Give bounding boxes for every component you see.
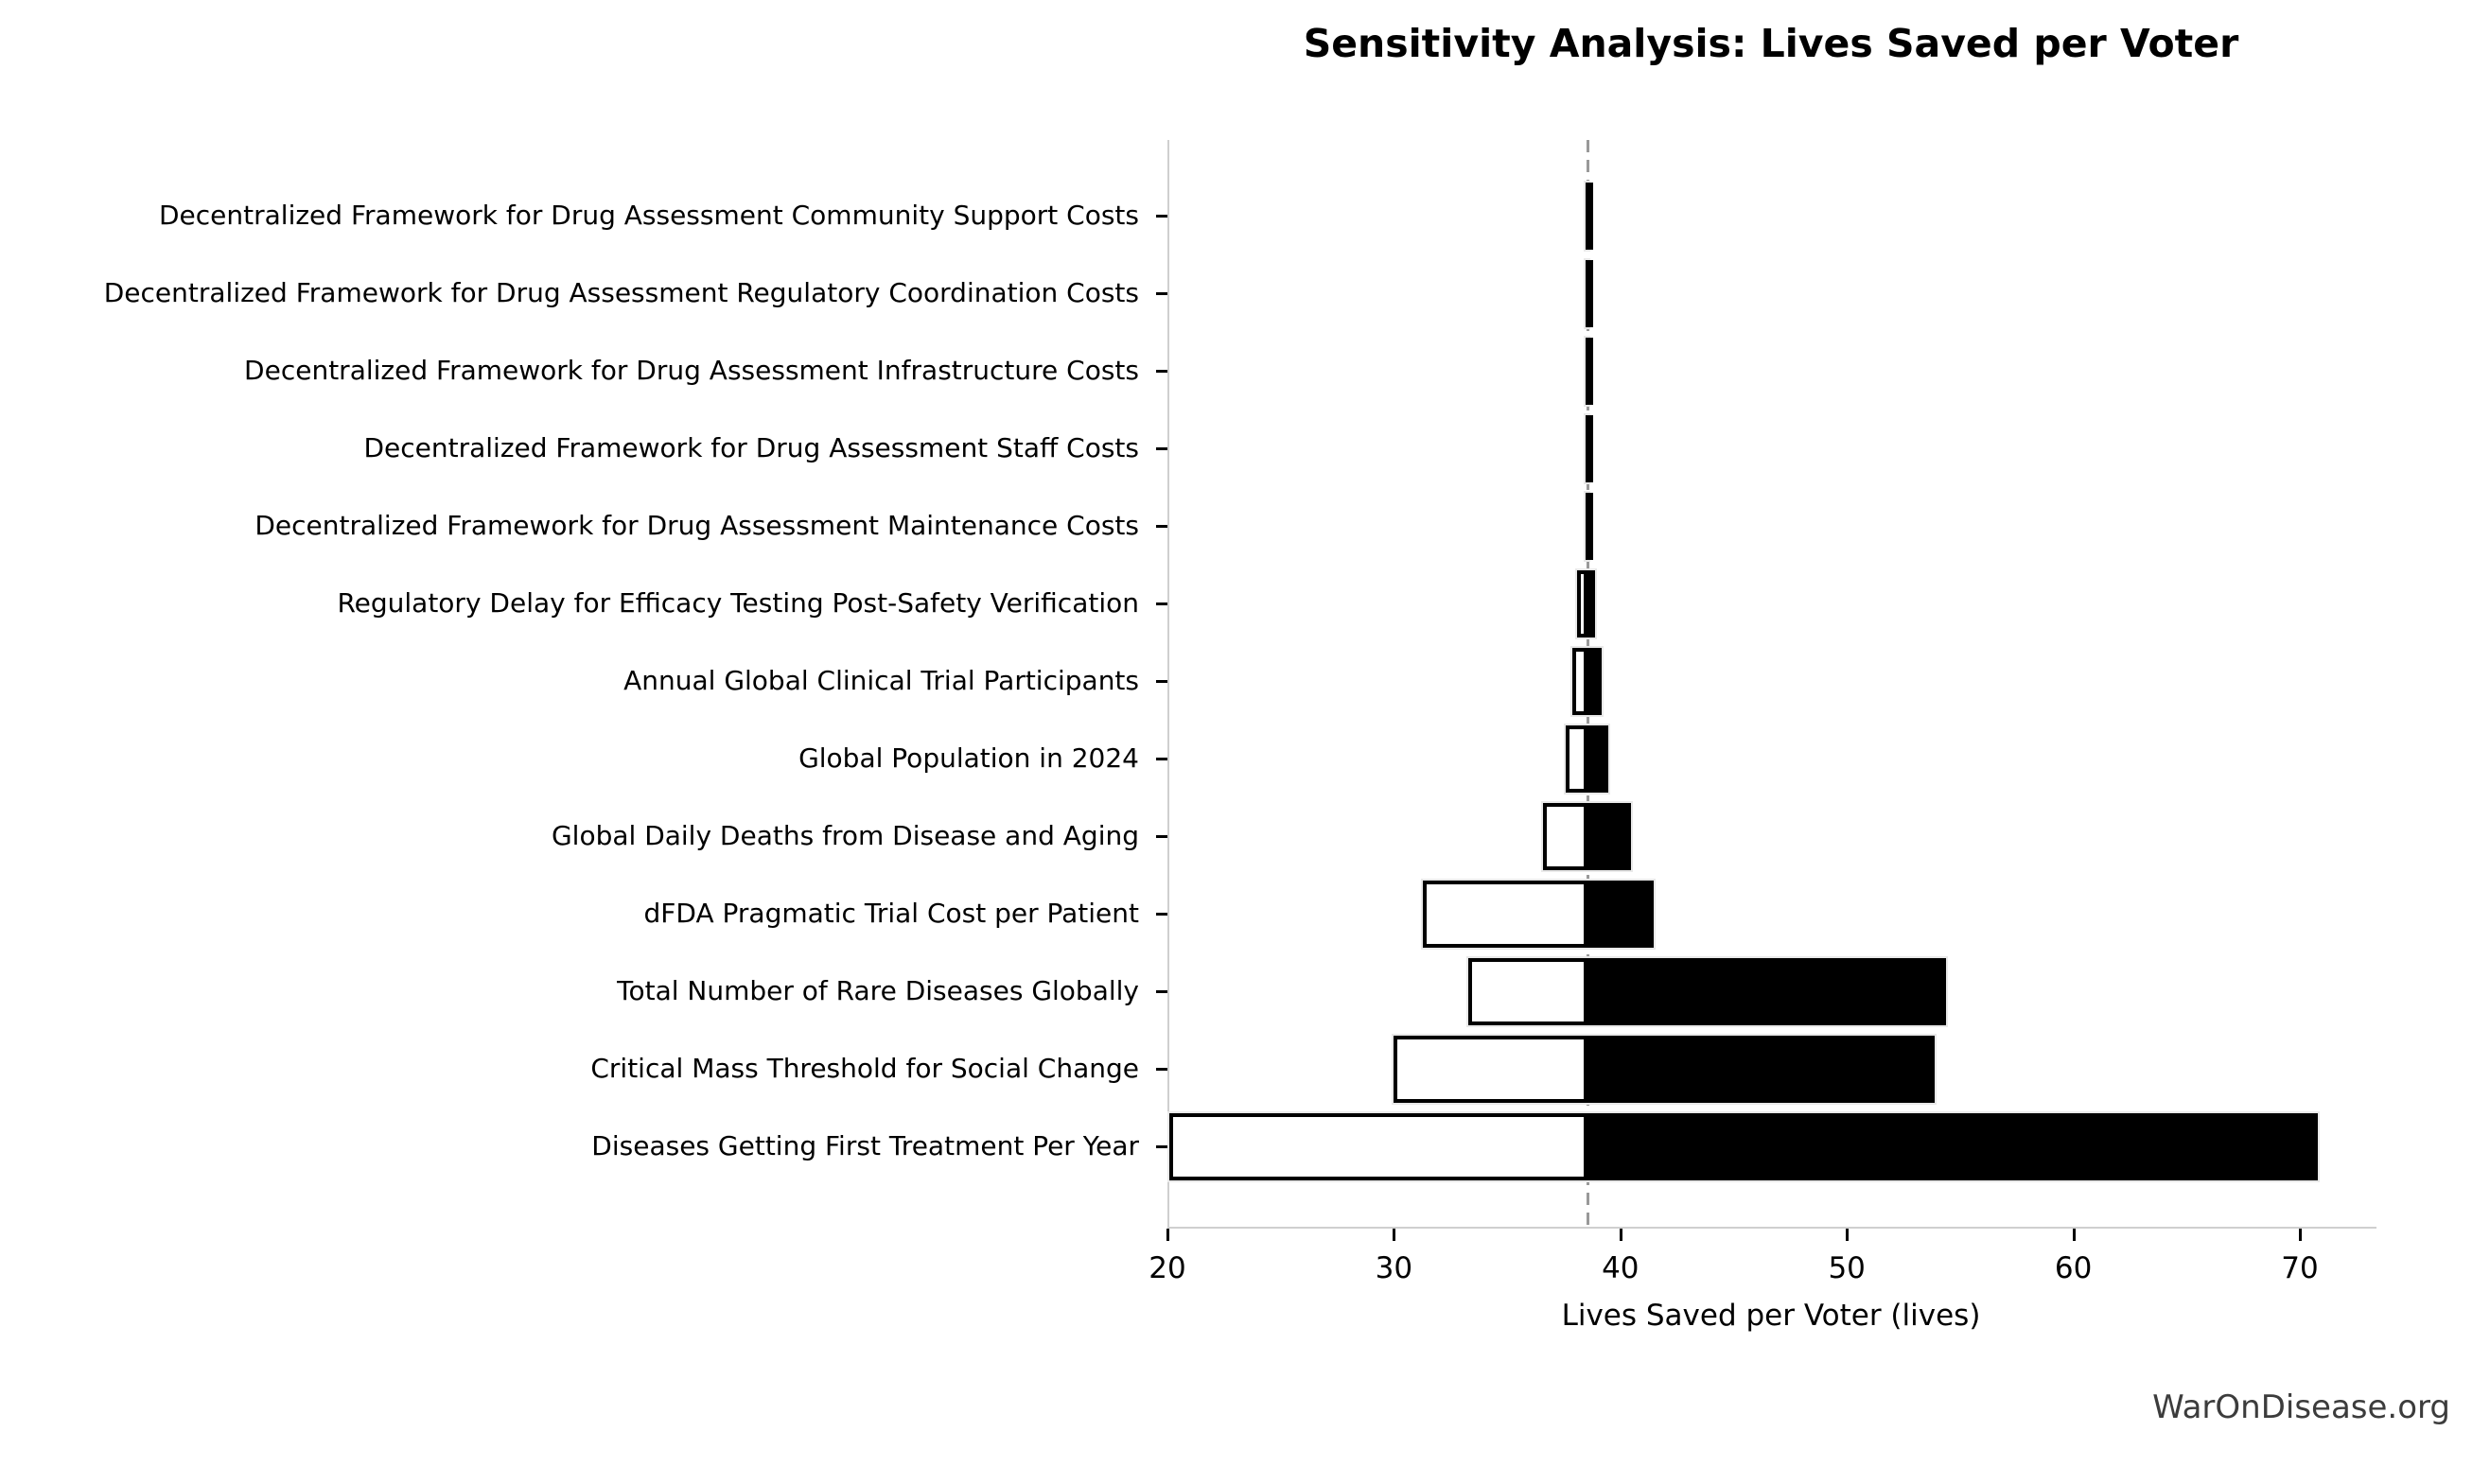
x-tick-label: 50 <box>1828 1251 1866 1285</box>
tornado-bar-row <box>1169 1113 2318 1180</box>
bar-high-segment <box>1587 260 1590 327</box>
bar-high-segment <box>1587 570 1596 637</box>
category-label: Global Population in 2024 <box>798 742 1139 774</box>
bar-low-segment <box>1572 648 1587 715</box>
bar-low-segment <box>1169 1113 1587 1180</box>
bar-low-segment <box>1423 881 1587 948</box>
y-axis-tick <box>1156 447 1167 450</box>
x-tick-label: 20 <box>1149 1251 1186 1285</box>
category-label: Total Number of Rare Diseases Globally <box>617 975 1139 1006</box>
tornado-bar-row <box>1586 415 1594 482</box>
bar-high-segment <box>1587 415 1590 482</box>
y-axis-tick <box>1156 525 1167 528</box>
x-axis-tick <box>1846 1229 1850 1241</box>
tornado-bar-row <box>1586 183 1594 250</box>
bar-high-segment <box>1587 493 1590 560</box>
bar-high-segment <box>1587 1036 1936 1103</box>
category-label: Regulatory Delay for Efficacy Testing Po… <box>337 587 1139 619</box>
tornado-bar-row <box>1543 803 1632 870</box>
category-label: dFDA Pragmatic Trial Cost per Patient <box>643 898 1140 929</box>
y-axis-tick <box>1156 758 1167 760</box>
x-axis-tick <box>1166 1229 1169 1241</box>
x-axis-tick <box>2298 1229 2302 1241</box>
y-axis-tick <box>1156 835 1167 838</box>
x-tick-label: 60 <box>2054 1251 2093 1285</box>
category-label: Decentralized Framework for Drug Assessm… <box>254 510 1139 541</box>
tornado-bar-row <box>1565 725 1609 793</box>
y-axis-tick <box>1156 913 1167 916</box>
bar-low-segment <box>1576 570 1587 637</box>
category-label: Diseases Getting First Treatment Per Yea… <box>591 1130 1139 1161</box>
bar-low-segment <box>1394 1036 1587 1103</box>
category-label: Global Daily Deaths from Disease and Agi… <box>551 820 1139 851</box>
bar-low-segment <box>1468 958 1587 1025</box>
bar-high-segment <box>1587 881 1655 948</box>
category-label: Decentralized Framework for Drug Assessm… <box>103 277 1139 308</box>
category-label: Annual Global Clinical Trial Participant… <box>623 665 1139 696</box>
bar-high-segment <box>1587 1113 2318 1180</box>
tornado-bar-row <box>1586 338 1594 405</box>
y-axis-tick <box>1156 292 1167 295</box>
x-tick-label: 30 <box>1375 1251 1413 1285</box>
watermark-text: WarOnDisease.org <box>2152 1388 2450 1426</box>
bar-high-segment <box>1587 803 1632 870</box>
x-axis-tick <box>2072 1229 2076 1241</box>
y-axis-tick <box>1156 990 1167 993</box>
tornado-bar-row <box>1576 570 1596 637</box>
category-label: Decentralized Framework for Drug Assessm… <box>363 432 1139 463</box>
x-axis-tick <box>1393 1229 1396 1241</box>
x-axis-label: Lives Saved per Voter (lives) <box>1561 1299 1981 1333</box>
tornado-bar-row <box>1572 648 1603 715</box>
tornado-bar-row <box>1586 493 1594 560</box>
y-axis-tick <box>1156 1068 1167 1071</box>
y-axis-tick <box>1156 1145 1167 1148</box>
tornado-bar-row <box>1468 958 1947 1025</box>
bar-high-segment <box>1587 338 1590 405</box>
x-axis-tick <box>1619 1229 1622 1241</box>
bar-low-segment <box>1543 803 1587 870</box>
x-tick-label: 40 <box>1602 1251 1640 1285</box>
tornado-bar-row <box>1394 1036 1936 1103</box>
tornado-bar-row <box>1423 881 1655 948</box>
bar-high-segment <box>1587 183 1590 250</box>
x-tick-label: 70 <box>2281 1251 2319 1285</box>
category-label: Critical Mass Threshold for Social Chang… <box>590 1053 1139 1084</box>
bar-high-segment <box>1587 958 1947 1025</box>
y-axis-tick <box>1156 370 1167 373</box>
category-label: Decentralized Framework for Drug Assessm… <box>159 200 1139 231</box>
bar-high-segment <box>1587 648 1603 715</box>
bar-low-segment <box>1565 725 1587 793</box>
y-axis-tick <box>1156 602 1167 605</box>
y-axis-tick <box>1156 215 1167 218</box>
plot-area <box>1167 140 2376 1229</box>
category-label: Decentralized Framework for Drug Assessm… <box>244 355 1139 386</box>
chart-title: Sensitivity Analysis: Lives Saved per Vo… <box>1303 21 2239 66</box>
y-axis-tick <box>1156 680 1167 683</box>
bar-high-segment <box>1587 725 1609 793</box>
tornado-bar-row <box>1586 260 1594 327</box>
